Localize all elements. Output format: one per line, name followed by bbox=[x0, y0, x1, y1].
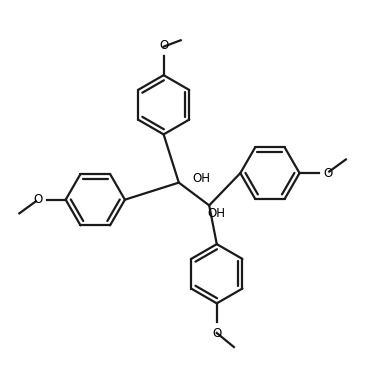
Text: O: O bbox=[33, 193, 42, 206]
Text: O: O bbox=[159, 39, 168, 52]
Text: OH: OH bbox=[207, 207, 225, 220]
Text: OH: OH bbox=[192, 171, 210, 185]
Text: O: O bbox=[212, 327, 222, 340]
Text: O: O bbox=[323, 166, 333, 180]
